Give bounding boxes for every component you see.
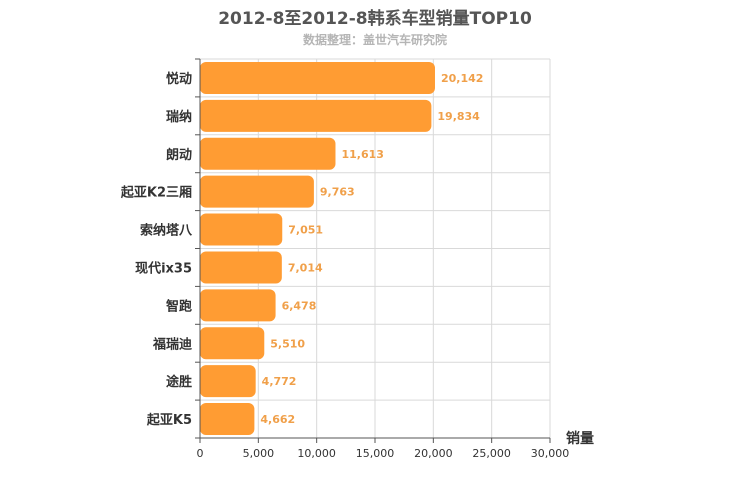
x-tick-label-5: 25,000 [472,447,511,460]
x-axis-title: 销量 [566,430,594,447]
data-label-0: 20,142 [441,72,483,85]
category-label-6: 智跑 [166,298,192,314]
bar-1 [200,99,432,132]
x-tick-label-4: 20,000 [414,447,453,460]
data-label-6: 6,478 [282,299,317,312]
grid-lines [200,58,551,438]
bar-7 [200,327,265,360]
category-label-8: 途胜 [166,374,192,390]
category-label-4: 索纳塔八 [140,223,193,239]
bar-8 [200,365,256,398]
x-tick-label-6: 30,000 [531,447,570,460]
category-label-7: 福瑞迪 [152,336,192,352]
x-tick-label-0: 0 [197,447,204,460]
data-label-7: 5,510 [270,337,305,350]
bar-3 [200,175,314,208]
data-label-8: 4,772 [262,375,297,388]
chart-title: 2012-8至2012-8韩系车型销量TOP10 [218,9,532,29]
bar-9 [200,403,255,436]
data-label-1: 19,834 [437,110,480,123]
x-tick-label-3: 15,000 [356,447,395,460]
bar-2 [200,137,336,170]
bar-6 [200,289,276,322]
axes [195,58,551,443]
bar-4 [200,213,283,246]
category-label-9: 起亚K5 [146,412,192,428]
category-label-3: 起亚K2三厢 [120,185,192,201]
category-label-1: 瑞纳 [166,109,192,125]
bars [200,61,435,436]
data-label-2: 11,613 [341,148,383,161]
data-label-3: 9,763 [320,186,355,199]
bar-0 [200,61,435,94]
category-label-5: 现代ix35 [135,260,192,276]
data-label-9: 4,662 [260,413,295,426]
chart-subtitle: 数据整理：盖世汽车研究院 [302,33,447,47]
bar-5 [200,251,282,284]
data-label-5: 7,014 [288,261,323,274]
labels: 悦动 20,142 瑞纳 19,834 朗动 11,613 起亚K2三厢 9,763 索纳塔八 7… [120,71,569,460]
data-label-4: 7,051 [288,224,323,237]
category-label-2: 朗动 [166,147,192,163]
x-tick-label-1: 5,000 [243,447,275,460]
category-label-0: 悦动 [166,71,192,87]
x-tick-label-2: 10,000 [297,447,336,460]
